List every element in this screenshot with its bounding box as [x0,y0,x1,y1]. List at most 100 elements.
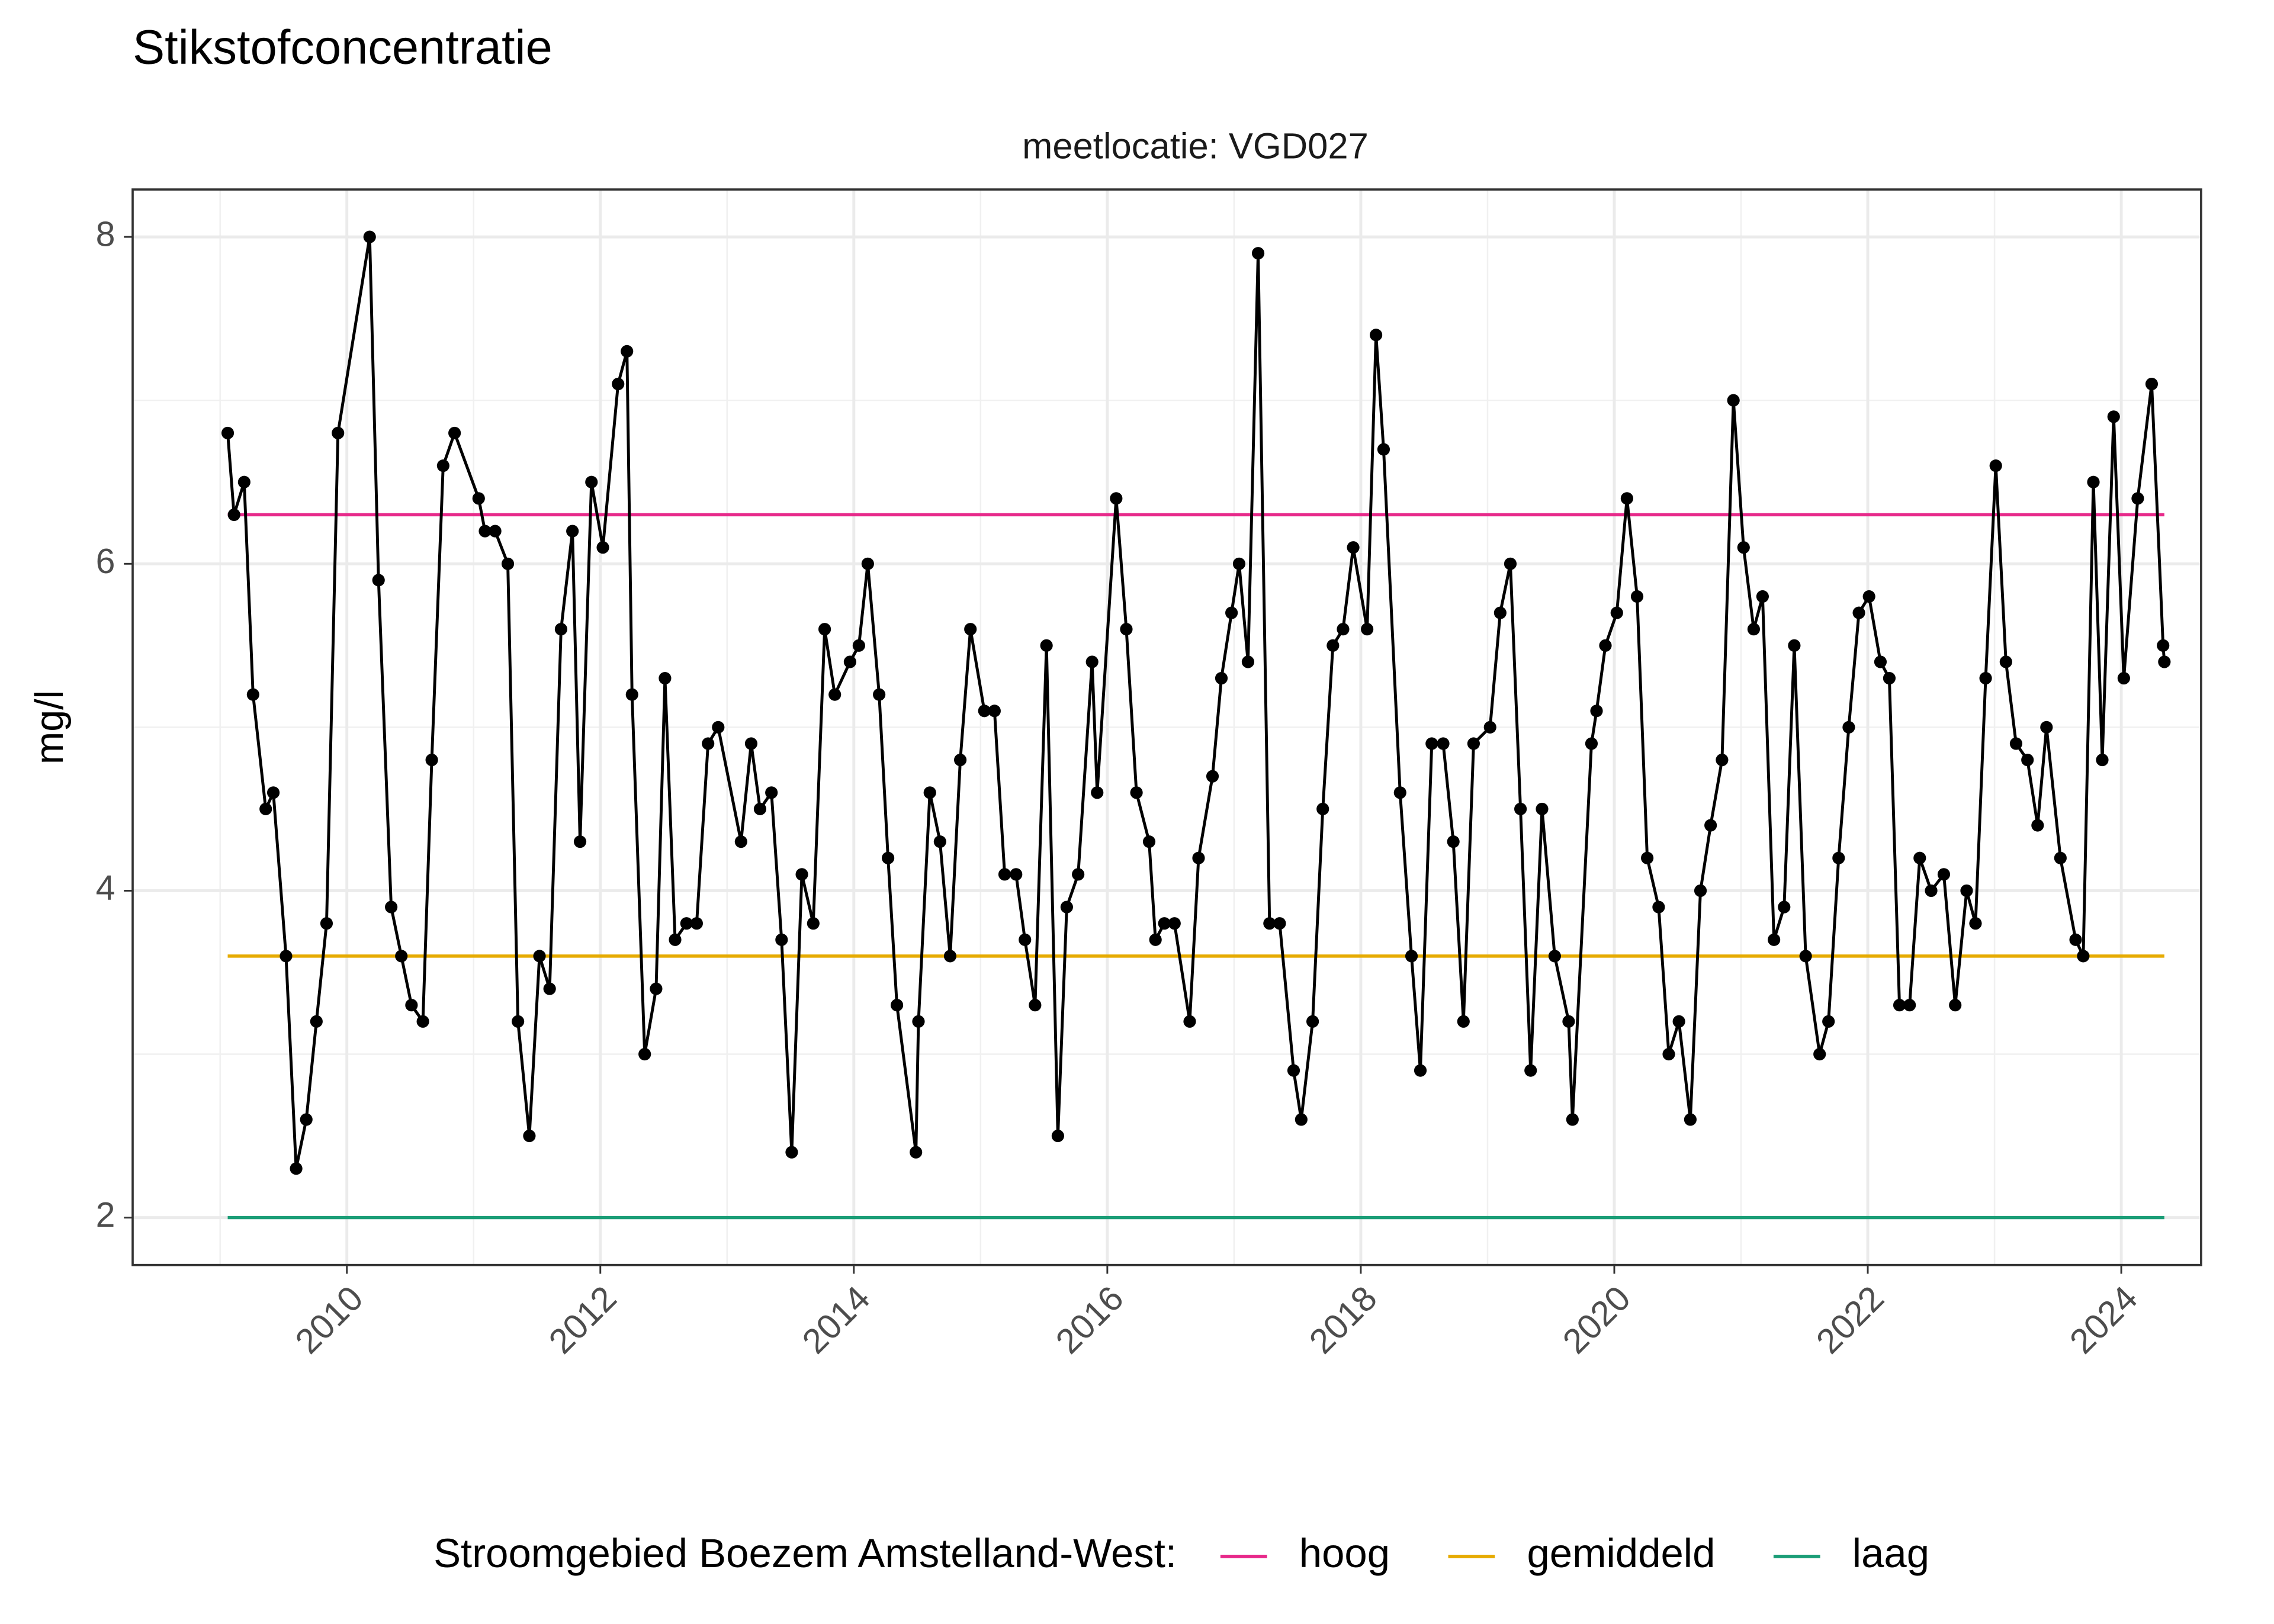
point [807,917,820,930]
point [1447,835,1460,848]
point [1051,1129,1064,1143]
point [1457,1015,1470,1028]
point [2040,721,2053,734]
point [1548,950,1561,963]
point [1704,819,1717,832]
point [978,705,991,718]
point [1060,901,1073,914]
point [227,508,240,522]
point [680,917,693,930]
point [625,688,638,701]
point [596,541,609,554]
point [1903,999,1916,1012]
point [266,786,280,799]
point [1652,901,1665,914]
point [1694,884,1707,898]
legend-label: hoog [1299,1530,1390,1576]
point [1370,329,1383,342]
point [1641,851,1654,864]
point [2107,410,2120,423]
point [2096,753,2109,767]
point [923,786,936,799]
point [785,1146,798,1159]
point [573,835,587,848]
point [2069,933,2082,946]
point [1842,721,1855,734]
point [1937,868,1951,881]
point [2054,851,2067,864]
point [1425,737,1438,750]
point [1337,623,1350,636]
point [1960,884,1973,898]
point [775,933,788,946]
y-tick-label: 6 [96,542,115,581]
point [1585,737,1598,750]
point [1158,917,1171,930]
point [436,459,449,472]
point [1168,917,1181,930]
point [2117,671,2130,685]
point [1562,1015,1575,1028]
point [1610,606,1623,619]
point [1206,770,1219,783]
chart-title: Stikstofconcentratie [133,21,553,75]
y-tick-label: 2 [96,1195,115,1234]
point [912,1015,925,1028]
point [1029,999,1042,1012]
point [1232,557,1246,570]
point [363,230,376,243]
point [1225,606,1238,619]
point [448,426,461,439]
point [310,1015,323,1028]
point [1306,1015,1319,1028]
point [512,1015,525,1028]
point [1393,786,1406,799]
point [1010,868,1023,881]
point [1241,655,1255,668]
point [1799,950,1812,963]
point [1377,443,1390,456]
point [1599,639,1612,652]
point [1756,590,1769,603]
point [501,557,515,570]
point [861,557,874,570]
point [395,950,408,963]
point [1437,737,1450,750]
point [1852,606,1865,619]
point [828,688,841,701]
point [843,655,856,668]
point [882,851,895,864]
point [852,639,865,652]
point [1862,590,1875,603]
point [954,753,967,767]
point [1192,851,1205,864]
point [1040,639,1053,652]
point [1493,606,1507,619]
point [1295,1113,1308,1126]
point [1590,705,1603,718]
point [1072,868,1085,881]
facet-label: meetlocatie: VGD027 [1022,126,1369,166]
panel-border [131,188,2202,1266]
point [1414,1064,1427,1077]
point [818,623,831,636]
point [1747,623,1760,636]
point [2077,950,2090,963]
point [543,982,556,995]
point [1672,1015,1685,1028]
point [1684,1113,1697,1126]
point [1630,590,1644,603]
point [425,753,438,767]
point [478,525,492,538]
point [1536,802,1549,815]
point [2021,753,2034,767]
point [523,1129,536,1143]
point [1832,851,1845,864]
point [554,623,567,636]
y-tick-label: 4 [96,869,115,908]
point [2031,819,2044,832]
point [566,525,579,538]
y-tick-label: 8 [96,215,115,254]
